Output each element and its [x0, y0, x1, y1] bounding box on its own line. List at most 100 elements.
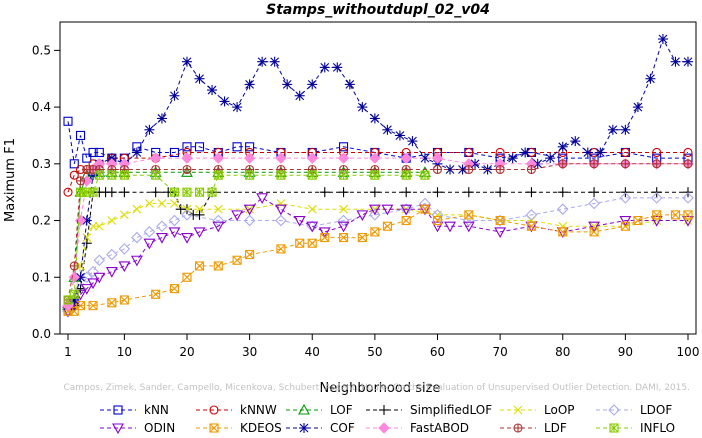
- legend-label: kNNW: [240, 403, 277, 417]
- data-point-kdeos: [182, 272, 192, 282]
- legend-item-fastabod: FastABOD: [366, 421, 469, 435]
- data-point-knn: [69, 159, 79, 169]
- data-point-kdeos: [683, 210, 693, 220]
- data-point-cof: [257, 56, 268, 67]
- data-point-ldof: [81, 271, 93, 284]
- data-point-ldof: [156, 220, 168, 232]
- x-axis: 1 10 20 30 40 50 60 70 80 90 100: [64, 334, 699, 359]
- series-inflo: [63, 170, 430, 305]
- legend-label: KDEOS: [240, 421, 282, 434]
- data-point-simplifiedlof: [106, 187, 117, 198]
- series-odin: [62, 193, 694, 318]
- legend: kNN kNNW LOF SimplifiedLOF LoOP LDOF ODIN KDEOS…: [100, 403, 675, 435]
- data-point-kdeos: [370, 227, 380, 237]
- data-point-loop: [119, 210, 129, 220]
- data-point-odin: [231, 210, 244, 222]
- data-point-cof: [369, 113, 380, 124]
- data-point-ldf: [683, 159, 693, 169]
- y-axis-label: Maximum F1: [3, 138, 18, 222]
- legend-label: INFLO: [640, 421, 675, 434]
- data-point-kdeos: [652, 210, 662, 220]
- data-point-ldof: [369, 209, 381, 221]
- data-point-cof: [219, 96, 230, 107]
- data-point-ldf: [558, 159, 568, 169]
- data-point-ldof: [275, 214, 287, 227]
- data-point-inflo: [207, 187, 217, 197]
- data-point-ldof: [682, 192, 694, 204]
- data-point-knn: [88, 147, 98, 158]
- data-point-odin: [318, 227, 331, 239]
- data-point-inflo: [88, 187, 98, 197]
- data-point-cof: [582, 147, 593, 158]
- legend-item-knn: kNN: [100, 403, 169, 417]
- legend-marker-knn: [113, 405, 123, 415]
- data-point-ldof: [168, 214, 181, 227]
- data-point-odin: [256, 193, 269, 204]
- data-point-fastabod: [306, 152, 318, 164]
- data-point-kdeos: [382, 221, 392, 231]
- y-axis: 0.0 0.1 0.2 0.3 0.4 0.5: [32, 43, 60, 341]
- data-point-inflo: [169, 187, 180, 197]
- data-point-odin: [588, 221, 600, 233]
- data-point-kdeos: [320, 233, 330, 243]
- data-point-ldof: [556, 203, 569, 215]
- legend-item-kdeos: KDEOS: [196, 421, 282, 435]
- data-point-loop: [107, 216, 117, 225]
- data-point-fastabod: [74, 214, 87, 227]
- data-point-odin: [400, 204, 413, 216]
- data-point-cof: [207, 85, 218, 96]
- data-point-odin: [381, 204, 394, 216]
- data-point-cof: [394, 130, 405, 141]
- x-tick-label: 100: [677, 345, 700, 359]
- series-line-ldof: [67, 197, 688, 312]
- data-point-cof: [357, 102, 368, 113]
- series-line-loop: [67, 202, 688, 312]
- data-point-ldof: [118, 243, 131, 255]
- x-tick-label: 20: [179, 345, 194, 359]
- data-point-cof: [282, 79, 293, 90]
- data-point-loop: [307, 204, 317, 214]
- y-tick-label: 0.4: [32, 100, 51, 114]
- data-point-fastabod: [400, 152, 412, 164]
- data-point-fastabod: [243, 152, 256, 164]
- legend-marker-ldf: [513, 423, 523, 433]
- legend-item-lof: LOF: [286, 403, 353, 417]
- series-line-knn: [67, 121, 688, 164]
- data-point-knnw: [652, 147, 662, 158]
- data-point-cof: [419, 153, 430, 164]
- legend-label: FastABOD: [410, 421, 469, 434]
- data-point-ldf: [75, 176, 86, 186]
- legend-item-simplifiedlof: SimplifiedLOF: [366, 403, 492, 417]
- data-point-inflo: [213, 170, 223, 180]
- data-point-kdeos: [357, 233, 367, 243]
- legend-item-loop: LoOP: [500, 403, 575, 417]
- data-point-kdeos: [633, 215, 643, 226]
- y-tick-label: 0.3: [32, 157, 51, 171]
- data-point-odin: [193, 227, 206, 239]
- data-point-cof: [570, 136, 581, 147]
- legend-marker-fastabod: [378, 422, 390, 434]
- data-point-kdeos: [420, 204, 430, 214]
- data-point-loop: [145, 199, 154, 208]
- data-point-simplifiedlof: [319, 187, 330, 198]
- data-point-ldof: [525, 209, 538, 221]
- watermark: Campos, Zimek, Sander, Campello, Micenko…: [64, 383, 691, 393]
- data-point-ldf: [182, 164, 192, 175]
- data-point-odin: [80, 284, 93, 295]
- data-point-knn: [232, 142, 242, 152]
- data-point-knn: [82, 153, 92, 163]
- data-point-cof: [507, 153, 518, 164]
- data-point-cof: [607, 124, 618, 135]
- data-point-ldf: [652, 159, 662, 169]
- data-point-kdeos: [119, 295, 129, 305]
- data-point-odin: [650, 215, 663, 227]
- data-point-knnw: [69, 170, 79, 180]
- data-point-cof: [244, 79, 255, 90]
- data-point-cof: [632, 102, 643, 113]
- data-point-cof: [319, 62, 330, 73]
- plot-frame: [59, 21, 697, 335]
- data-point-cof: [557, 141, 568, 152]
- data-point-ldf: [620, 159, 630, 169]
- data-point-odin: [462, 221, 475, 233]
